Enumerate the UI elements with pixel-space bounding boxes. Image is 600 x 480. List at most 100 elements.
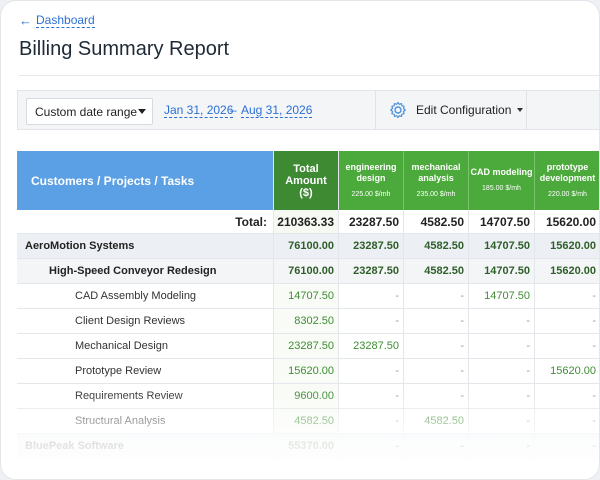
row-value: 76100.00	[274, 234, 339, 258]
table-header-row: Customers / Projects / Tasks Total Amoun…	[17, 151, 599, 210]
total-value: 4582.50	[404, 210, 469, 233]
row-value: -	[469, 434, 535, 458]
row-value: 23287.50	[274, 334, 339, 358]
row-value: -	[404, 334, 469, 358]
task-row[interactable]: Requirements Review 9600.00- - - -	[17, 384, 599, 409]
toolbar-divider	[375, 91, 376, 129]
row-value: 15620.00	[535, 259, 599, 283]
row-value: -	[339, 284, 404, 308]
header-column-name: CAD modeling	[470, 167, 533, 177]
header-column-rate: 185.00 $/mh	[482, 185, 521, 192]
edit-configuration-button[interactable]: Edit Configuration	[388, 100, 524, 120]
row-value: -	[404, 359, 469, 383]
task-row[interactable]: CAD Assembly Modeling 14707.50- -14707.50-	[17, 284, 599, 309]
date-separator: –	[230, 103, 237, 117]
total-value: 210363.33	[274, 210, 339, 233]
row-value: -	[535, 434, 599, 458]
header-column-rate: 225.00 $/mh	[351, 190, 391, 198]
header-total-amount-label: Total Amount ($)	[285, 162, 327, 199]
row-label: Mechanical Design	[17, 334, 274, 358]
report-toolbar: Custom date range Jan 31, 2026 – Aug 31,…	[17, 90, 599, 130]
row-value: -	[404, 384, 469, 408]
row-label: Requirements Review	[17, 384, 274, 408]
row-value: 76100.00	[274, 259, 339, 283]
row-value: 9600.00	[274, 384, 339, 408]
header-column[interactable]: CAD modeling 185.00 $/mh	[469, 151, 535, 210]
row-value: -	[339, 409, 404, 433]
caret-down-icon	[138, 109, 146, 114]
task-row[interactable]: Client Design Reviews 8302.50- - - -	[17, 309, 599, 334]
edit-configuration-label: Edit Configuration	[416, 103, 512, 117]
caret-down-icon	[517, 108, 524, 112]
page-title: Billing Summary Report	[19, 38, 230, 60]
toolbar-divider	[526, 91, 527, 129]
row-value: -	[339, 384, 404, 408]
row-value: -	[404, 284, 469, 308]
row-value: -	[339, 359, 404, 383]
row-value: -	[535, 409, 599, 433]
project-row[interactable]: High-Speed Conveyor Redesign 76100.00 2328…	[17, 259, 599, 284]
date-to-link[interactable]: Aug 31, 2026	[241, 103, 313, 118]
header-column-name: engineering design	[345, 161, 397, 183]
row-value: 55370.00	[274, 434, 339, 458]
row-value: 4582.50	[404, 259, 469, 283]
task-row[interactable]: Mechanical Design 23287.50 23287.50- - -	[17, 334, 599, 359]
row-value: -	[535, 384, 599, 408]
date-range-select-value: Custom date range	[35, 104, 138, 119]
total-label: Total:	[17, 210, 274, 233]
row-value: 15620.00	[535, 234, 599, 258]
row-label: Structural Analysis	[17, 409, 274, 433]
header-total-amount[interactable]: Total Amount ($)	[274, 151, 339, 210]
row-label: AeroMotion Systems	[17, 234, 274, 258]
customer-row[interactable]: BluePeak Software 55370.00- - - -	[17, 434, 599, 459]
row-value: 15620.00	[274, 359, 339, 383]
date-from-link[interactable]: Jan 31, 2026	[164, 103, 234, 118]
customer-row[interactable]: AeroMotion Systems 76100.00 23287.50 4582.5…	[17, 234, 599, 259]
row-value: -	[469, 309, 535, 333]
back-link-label: Dashboard	[36, 13, 95, 28]
task-row[interactable]: Prototype Review 15620.00- - -15620.00	[17, 359, 599, 384]
header-column-name: prototype development	[539, 161, 596, 183]
billing-table: Customers / Projects / Tasks Total Amoun…	[17, 151, 599, 459]
task-row[interactable]: Structural Analysis 4582.50-4582.50- -	[17, 409, 599, 434]
row-value: 23287.50	[339, 259, 404, 283]
row-value: -	[469, 359, 535, 383]
row-label: BluePeak Software	[17, 434, 274, 458]
row-value: -	[469, 384, 535, 408]
date-range-select[interactable]: Custom date range	[26, 98, 153, 125]
header-column[interactable]: mechanical analysis 235.00 $/mh	[404, 151, 469, 210]
title-divider	[19, 75, 599, 76]
row-value: -	[469, 409, 535, 433]
row-value: -	[339, 309, 404, 333]
row-label: High-Speed Conveyor Redesign	[17, 259, 274, 283]
row-value: -	[535, 309, 599, 333]
row-value: -	[535, 334, 599, 358]
row-value: -	[339, 434, 404, 458]
row-value: 8302.50	[274, 309, 339, 333]
row-value: 23287.50	[339, 334, 404, 358]
row-value: 14707.50	[469, 259, 535, 283]
row-value: 14707.50	[469, 284, 535, 308]
row-value: -	[404, 434, 469, 458]
back-link[interactable]: ← Dashboard	[19, 13, 95, 28]
arrow-left-icon: ←	[19, 13, 32, 28]
header-column[interactable]: engineering design 225.00 $/mh	[339, 151, 404, 210]
header-customers-projects-tasks[interactable]: Customers / Projects / Tasks	[17, 151, 274, 210]
header-column-rate: 235.00 $/mh	[416, 190, 456, 198]
row-label: CAD Assembly Modeling	[17, 284, 274, 308]
header-column[interactable]: prototype development 220.00 $/mh	[535, 151, 599, 210]
total-value: 14707.50	[469, 210, 535, 233]
gear-icon	[390, 101, 406, 119]
row-label: Client Design Reviews	[17, 309, 274, 333]
total-value: 15620.00	[535, 210, 599, 233]
row-value: -	[404, 309, 469, 333]
row-value: 4582.50	[404, 409, 469, 433]
row-value: 15620.00	[535, 359, 599, 383]
row-value: 14707.50	[469, 234, 535, 258]
row-value: 23287.50	[339, 234, 404, 258]
header-column-rate: 220.00 $/mh	[548, 190, 587, 198]
row-label: Prototype Review	[17, 359, 274, 383]
row-value: 14707.50	[274, 284, 339, 308]
total-row: Total: 210363.33 23287.50 4582.50 14707.…	[17, 210, 599, 234]
